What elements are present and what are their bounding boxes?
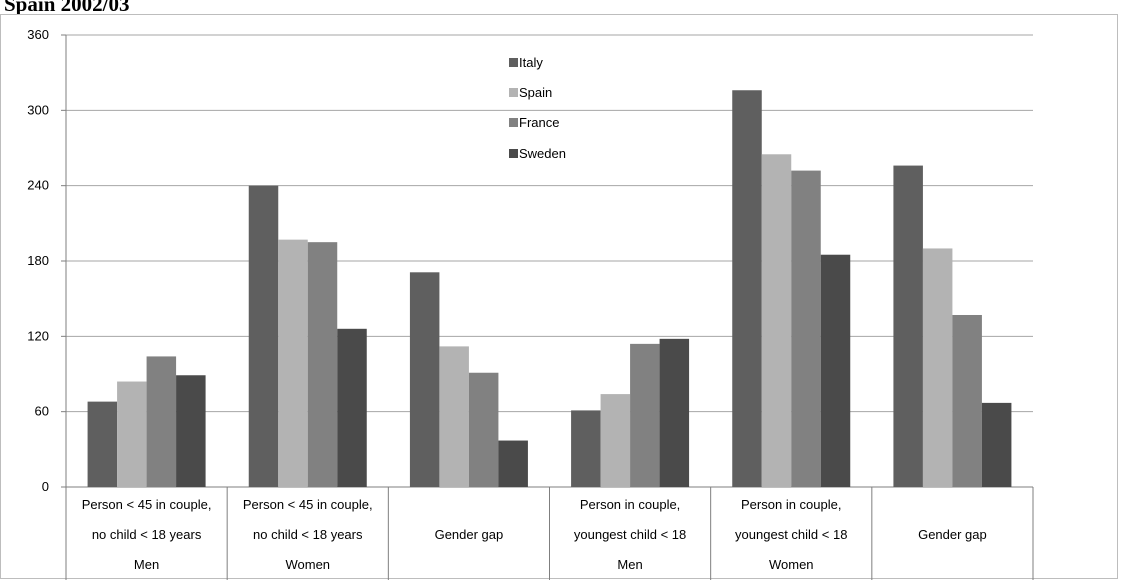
bar xyxy=(146,356,177,487)
x-category-label: Women xyxy=(769,557,814,572)
legend-swatch xyxy=(509,118,518,128)
chart-title: Spain 2002/03 xyxy=(4,0,130,16)
bar xyxy=(659,338,690,487)
y-tick-label: 240 xyxy=(27,178,49,193)
y-tick-label: 120 xyxy=(27,328,49,343)
x-category-label: Person < 45 in couple, xyxy=(82,497,212,512)
bar-chart: 0 60 120 180 240 300 360 Person < 45 in couple,… xyxy=(27,27,1034,580)
x-category-label: youngest child < 18 xyxy=(574,527,686,542)
bar xyxy=(893,165,923,488)
legend-item: Italy xyxy=(509,47,566,77)
legend: Italy Spain France Sweden xyxy=(509,47,566,168)
legend-label: Spain xyxy=(519,84,553,100)
x-category-label: Women xyxy=(285,557,330,572)
x-category-label: Person < 45 in couple, xyxy=(243,497,373,512)
legend-label: France xyxy=(519,115,560,131)
y-tick-label: 180 xyxy=(27,253,49,268)
bar xyxy=(248,185,279,487)
legend-swatch xyxy=(509,87,518,97)
bar xyxy=(337,328,367,487)
bar xyxy=(409,272,440,487)
x-category-label: youngest child < 18 xyxy=(735,527,847,542)
bar xyxy=(732,90,762,487)
legend-label: Sweden xyxy=(519,145,566,161)
x-category-label: Person in couple, xyxy=(580,497,680,512)
bar xyxy=(176,375,206,487)
x-category-label: Gender gap xyxy=(918,527,987,542)
bar xyxy=(87,401,118,487)
bar xyxy=(952,314,982,487)
bar xyxy=(571,410,601,487)
bar xyxy=(468,372,499,487)
bar xyxy=(117,381,147,487)
bar xyxy=(307,242,338,487)
legend-item: Spain xyxy=(509,77,566,107)
legend-label: Italy xyxy=(519,54,543,70)
y-tick-label: 360 xyxy=(27,27,49,42)
x-category-label: Men xyxy=(134,557,159,572)
legend-swatch xyxy=(509,57,518,67)
bar xyxy=(600,394,631,487)
legend-item: France xyxy=(509,108,566,138)
bar xyxy=(498,440,528,487)
bar xyxy=(922,248,953,487)
chart-area: 0 60 120 180 240 300 360 Person < 45 in couple,… xyxy=(0,14,1118,580)
x-category-label: no child < 18 years xyxy=(253,527,363,542)
x-category-label: Person in couple, xyxy=(741,497,841,512)
x-category-label: no child < 18 years xyxy=(92,527,202,542)
bar xyxy=(630,343,660,487)
x-category-label: Gender gap xyxy=(435,527,504,542)
y-tick-label: 0 xyxy=(42,479,49,494)
bar xyxy=(278,239,308,487)
y-tick-label: 300 xyxy=(27,102,49,117)
bar xyxy=(439,346,469,487)
legend-swatch xyxy=(509,148,518,158)
y-tick-label: 60 xyxy=(35,404,49,419)
bar xyxy=(761,154,792,487)
legend-item: Sweden xyxy=(509,138,566,168)
bar xyxy=(820,254,851,487)
bar xyxy=(981,402,1012,487)
x-category-label: Men xyxy=(617,557,642,572)
bar xyxy=(791,170,821,487)
